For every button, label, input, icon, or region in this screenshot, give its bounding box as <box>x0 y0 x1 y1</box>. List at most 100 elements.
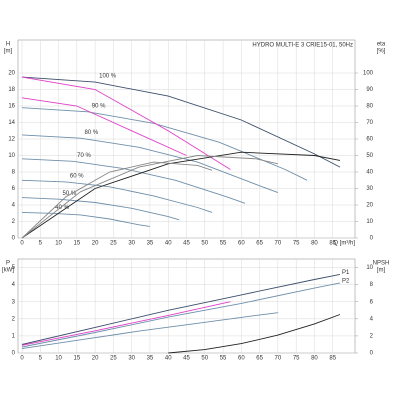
y2-tick-label: 60 <box>366 137 373 143</box>
x-tick-label: 75 <box>293 241 300 247</box>
y-tick-label: 2 <box>12 316 16 322</box>
y2-tick-label: 70 <box>366 120 373 126</box>
y2-tick-label: 40 <box>366 170 373 176</box>
curve-label: 90 % <box>92 103 106 109</box>
x-tick-label: 45 <box>183 356 190 362</box>
x-tick-label: 55 <box>220 356 227 362</box>
x-tick-label: 75 <box>293 356 300 362</box>
y2-tick-label: 10 <box>366 219 373 225</box>
curve <box>21 107 308 181</box>
curve <box>21 151 341 239</box>
x-tick-label: 10 <box>55 356 62 362</box>
y2-tick-label: 90 <box>366 87 373 93</box>
y2-tick-label: 4 <box>370 316 374 322</box>
x-tick-label: 60 <box>238 241 245 247</box>
curve <box>21 161 213 239</box>
curve <box>21 134 279 194</box>
y-tick-label: 16 <box>8 104 15 110</box>
y2-axis-unit: [%] <box>377 49 386 55</box>
y2-tick-label: 8 <box>370 282 374 288</box>
curve-label: P1 <box>342 270 350 276</box>
x-tick-label: 50 <box>201 241 208 247</box>
y2-tick-label: 100 <box>363 71 374 77</box>
y2-tick-label: 0 <box>370 236 374 242</box>
y-tick-label: 12 <box>8 137 15 143</box>
x-tick-label: 5 <box>39 241 43 247</box>
y2-tick-label: 6 <box>370 299 374 305</box>
y2-tick-label: 80 <box>366 104 373 110</box>
x-tick-label: 25 <box>110 241 117 247</box>
y-axis-label: P <box>6 261 10 267</box>
x-tick-label: 0 <box>20 241 24 247</box>
x-tick-label: 30 <box>128 356 135 362</box>
curve-label: 50 % <box>63 191 77 197</box>
x-tick-label: 20 <box>92 241 99 247</box>
curve-label: 40 % <box>55 205 69 211</box>
y2-axis-label: NPSH <box>373 261 390 267</box>
y2-tick-label: 10 <box>366 265 373 271</box>
curve-label: 80 % <box>84 130 98 136</box>
x-tick-label: 80 <box>311 356 318 362</box>
x-tick-label: 25 <box>110 356 117 362</box>
x-tick-label: 45 <box>183 241 190 247</box>
y2-tick-label: 20 <box>366 203 373 209</box>
curve <box>21 76 341 168</box>
y-tick-label: 4 <box>12 282 16 288</box>
x-tick-label: 55 <box>220 241 227 247</box>
x-tick-label: 65 <box>256 241 263 247</box>
curve <box>21 197 180 221</box>
x-tick-label: 10 <box>55 241 62 247</box>
x-tick-label: 70 <box>275 356 282 362</box>
y-tick-label: 0 <box>12 351 16 357</box>
y-tick-label: 8 <box>12 170 16 176</box>
curve <box>21 97 187 156</box>
chart-title: HYDRO MULTI-E 3 CRIE15-01, 50Hz <box>252 43 353 49</box>
x-tick-label: 50 <box>201 356 208 362</box>
x-tick-label: 80 <box>311 241 318 247</box>
x-tick-label: 40 <box>165 356 172 362</box>
y-axis-label: H <box>6 42 10 48</box>
x-tick-label: 65 <box>256 356 263 362</box>
y2-axis-label: eta <box>377 42 386 48</box>
y2-tick-label: 0 <box>370 351 374 357</box>
x-tick-label: 0 <box>20 356 24 362</box>
curve <box>21 155 279 239</box>
y-tick-label: 1 <box>12 333 16 339</box>
curve <box>168 314 341 354</box>
curve-label: 100 % <box>99 74 117 80</box>
y2-tick-label: 30 <box>366 186 373 192</box>
y-tick-label: 6 <box>12 186 16 192</box>
x-tick-label: 40 <box>165 241 172 247</box>
y-tick-label: 3 <box>12 299 16 305</box>
curve <box>21 273 341 345</box>
x-tick-label: 15 <box>73 241 80 247</box>
curve <box>21 312 278 350</box>
x-tick-label: 35 <box>147 241 154 247</box>
y-tick-label: 5 <box>12 265 16 271</box>
curve <box>21 158 246 204</box>
curve <box>21 282 341 348</box>
x-axis-label: Q [m³/h] <box>333 241 355 247</box>
x-tick-label: 30 <box>128 241 135 247</box>
y-tick-label: 18 <box>8 87 15 93</box>
y-tick-label: 20 <box>8 71 15 77</box>
y-tick-label: 14 <box>8 120 15 126</box>
y-tick-label: 0 <box>12 236 16 242</box>
y-tick-label: 4 <box>12 203 16 209</box>
curve-label: 70 % <box>77 153 91 159</box>
curve <box>21 179 213 213</box>
x-tick-label: 35 <box>147 356 154 362</box>
y2-axis-unit: [m] <box>377 268 386 274</box>
x-tick-label: 15 <box>73 356 80 362</box>
y2-tick-label: 50 <box>366 153 373 159</box>
x-tick-label: 85 <box>329 356 336 362</box>
curve <box>21 76 231 170</box>
y2-tick-label: 2 <box>370 333 374 339</box>
y-tick-label: 10 <box>8 153 15 159</box>
x-tick-label: 60 <box>238 356 245 362</box>
curve <box>21 301 231 346</box>
y-tick-label: 2 <box>12 219 16 225</box>
y-axis-unit: [kW] <box>2 268 14 274</box>
x-tick-label: 5 <box>39 356 43 362</box>
